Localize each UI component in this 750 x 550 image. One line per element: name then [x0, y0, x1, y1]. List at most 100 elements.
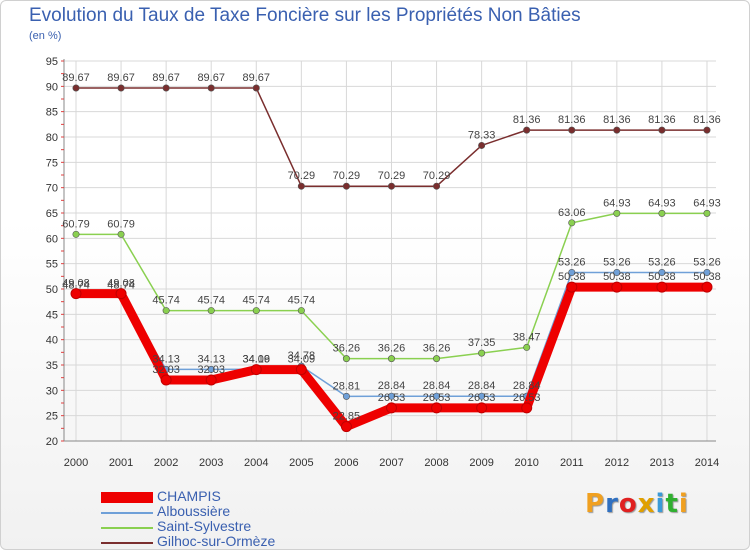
data-label-saint-sylvestre: 37.35 [468, 337, 496, 349]
data-label-saint-sylvestre: 36.26 [333, 343, 361, 355]
data-label-saint-sylvestre: 64.93 [693, 197, 721, 209]
logo-letter: o [618, 489, 638, 519]
data-label-champis: 50.38 [558, 271, 586, 283]
x-tick-label: 2011 [560, 457, 584, 469]
data-point-saint-sylvestre [207, 307, 215, 315]
y-tick-label: 20 [46, 436, 58, 448]
data-point-gilhoc-sur-orm-ze [478, 141, 486, 149]
data-label-gilhoc-sur-orm-ze: 89.67 [243, 72, 271, 84]
proxiti-logo: Proxiti [585, 489, 689, 519]
data-label-champis: 34.09 [288, 354, 316, 366]
axis-layer: 20 25 30 35 40 45 50 55 60 65 70 75 80 85 90 95 2000 2001… [46, 56, 719, 469]
y-tick-label: 80 [46, 132, 58, 144]
data-label-gilhoc-sur-orm-ze: 89.67 [152, 72, 180, 84]
line-chart: 20 25 30 35 40 45 50 55 60 65 70 75 80 85 90 95 2000 2001… [46, 56, 721, 469]
x-tick-label: 2004 [244, 457, 268, 469]
data-point-champis [205, 374, 217, 386]
logo-letter: t [665, 489, 679, 519]
data-label-gilhoc-sur-orm-ze: 81.36 [693, 114, 721, 126]
y-tick-label: 30 [46, 385, 58, 397]
data-point-gilhoc-sur-orm-ze [207, 84, 215, 92]
data-label-alboussi-re: 53.26 [603, 256, 631, 268]
data-label-alboussi-re: 34.13 [152, 353, 180, 365]
data-label-saint-sylvestre: 45.74 [197, 295, 225, 307]
data-label-saint-sylvestre: 45.74 [243, 295, 271, 307]
y-tick-label: 60 [46, 233, 58, 245]
data-point-champis [521, 402, 533, 414]
data-label-saint-sylvestre: 36.26 [378, 343, 406, 355]
data-label-alboussi-re: 53.26 [558, 256, 586, 268]
data-label-champis: 22.85 [333, 411, 361, 423]
data-point-champis [701, 281, 713, 293]
data-point-alboussi-re [568, 268, 576, 276]
legend-swatch [101, 542, 153, 544]
legend-label: Gilhoc-sur-Ormèze [157, 533, 276, 549]
data-label-gilhoc-sur-orm-ze: 81.36 [603, 114, 631, 126]
legend-swatch [101, 512, 153, 514]
data-point-gilhoc-sur-orm-ze [433, 182, 441, 190]
data-label-champis: 26.53 [468, 392, 496, 404]
data-point-alboussi-re [433, 392, 441, 400]
data-point-alboussi-re [207, 365, 215, 373]
data-label-champis: 34.09 [243, 354, 271, 366]
data-point-champis [656, 281, 668, 293]
data-label-alboussi-re: 28.84 [423, 380, 451, 392]
data-label-saint-sylvestre: 38.47 [513, 331, 541, 343]
x-tick-label: 2000 [64, 457, 88, 469]
x-tick-label: 2008 [424, 457, 448, 469]
y-tick-label: 65 [46, 208, 58, 220]
data-label-alboussi-re: 53.26 [648, 256, 676, 268]
data-point-saint-sylvestre [342, 355, 350, 363]
data-point-alboussi-re [703, 268, 711, 276]
y-tick-label: 40 [46, 335, 58, 347]
logo-letter: i [655, 489, 666, 519]
data-label-gilhoc-sur-orm-ze: 70.29 [378, 170, 406, 182]
data-point-alboussi-re [387, 392, 395, 400]
unit-label: (en %) [29, 30, 62, 42]
data-label-alboussi-re: 34.16 [243, 353, 271, 365]
x-tick-label: 2007 [379, 457, 403, 469]
x-tick-label: 2009 [469, 457, 493, 469]
data-point-saint-sylvestre [387, 355, 395, 363]
y-tick-label: 90 [46, 81, 58, 93]
data-label-champis: 50.38 [648, 271, 676, 283]
data-point-gilhoc-sur-orm-ze [613, 126, 621, 134]
label-layer: 49.08 49.08 32.03 32.03 34.09 34.09 22.85 26.53… [62, 72, 721, 423]
y-tick-label: 45 [46, 309, 58, 321]
data-label-champis: 32.03 [152, 364, 180, 376]
x-tick-label: 2014 [695, 457, 719, 469]
data-point-saint-sylvestre [433, 355, 441, 363]
data-label-champis: 26.53 [513, 392, 541, 404]
data-point-champis [340, 421, 352, 433]
data-point-saint-sylvestre [117, 230, 125, 238]
data-point-gilhoc-sur-orm-ze [568, 126, 576, 134]
data-point-champis [70, 288, 82, 300]
data-point-alboussi-re [658, 268, 666, 276]
y-tick-label: 75 [46, 157, 58, 169]
x-tick-label: 2013 [650, 457, 674, 469]
data-label-gilhoc-sur-orm-ze: 70.29 [333, 170, 361, 182]
data-point-gilhoc-sur-orm-ze [162, 84, 170, 92]
data-point-champis [566, 281, 578, 293]
data-label-gilhoc-sur-orm-ze: 81.36 [558, 114, 586, 126]
data-label-saint-sylvestre: 60.79 [107, 218, 135, 230]
data-point-champis [611, 281, 623, 293]
x-tick-label: 2003 [199, 457, 223, 469]
y-tick-label: 25 [46, 411, 58, 423]
x-tick-label: 2010 [514, 457, 538, 469]
legend-label: Alboussière [157, 503, 231, 519]
data-point-champis [476, 402, 488, 414]
data-label-alboussi-re: 48.74 [62, 279, 90, 291]
data-point-saint-sylvestre [252, 307, 260, 315]
data-label-gilhoc-sur-orm-ze: 89.67 [62, 72, 90, 84]
data-label-saint-sylvestre: 63.06 [558, 207, 586, 219]
data-label-alboussi-re: 28.84 [468, 380, 496, 392]
data-point-champis [431, 402, 443, 414]
y-tick-label: 55 [46, 259, 58, 271]
data-point-champis [295, 364, 307, 376]
data-point-gilhoc-sur-orm-ze [342, 182, 350, 190]
x-tick-label: 2002 [154, 457, 178, 469]
data-point-gilhoc-sur-orm-ze [297, 182, 305, 190]
x-tick-label: 2005 [289, 457, 313, 469]
data-label-alboussi-re: 48.74 [107, 279, 135, 291]
